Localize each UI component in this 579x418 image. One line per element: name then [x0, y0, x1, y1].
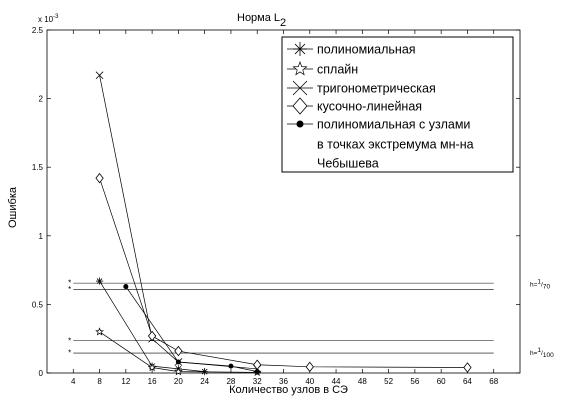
- x-tick-label: 36: [279, 377, 288, 386]
- x-axis-label: Количество узлов в СЭ: [229, 384, 348, 396]
- series-line: [99, 331, 258, 373]
- legend-item: [287, 80, 313, 96]
- x-tick-label: 60: [437, 377, 446, 386]
- marker-dot: [254, 369, 260, 375]
- legend-item: [287, 61, 313, 76]
- legend-label: кусочно-линейная: [317, 100, 422, 114]
- y-tick-label: 0.5: [32, 300, 44, 309]
- marker-x: [95, 71, 104, 80]
- legend-label: Чебышева: [317, 157, 379, 171]
- reference-line-marker: *: [68, 279, 71, 288]
- legend-label: сплайн: [317, 63, 358, 77]
- series-line: [99, 75, 258, 370]
- x-tick-label: 16: [148, 377, 157, 386]
- x-tick-label: 44: [332, 377, 341, 386]
- x-tick-label: 56: [410, 377, 419, 386]
- marker-star: [147, 362, 157, 372]
- y-axis-label: Ошибка: [7, 186, 19, 228]
- series: [95, 172, 472, 373]
- legend-label: в точках экстремума мн-на: [317, 138, 474, 152]
- data-point: [254, 369, 260, 375]
- x-tick-label: 24: [200, 377, 209, 386]
- marker-diamond: [253, 359, 262, 371]
- data-point: [228, 363, 234, 369]
- x-tick-label: 64: [463, 377, 472, 386]
- marker-diamond: [95, 172, 104, 184]
- text-layer: x 10-3 Норма L2 Количество узлов в СЭ Ошибк…: [7, 12, 554, 396]
- data-point: [95, 71, 104, 80]
- x-tick-label: 52: [384, 377, 393, 386]
- marker-star: [174, 367, 183, 376]
- marker-x: [292, 80, 308, 96]
- y-tick-label: 0: [39, 369, 44, 378]
- marker-diamond: [292, 97, 308, 115]
- y-exponent-power: -3: [53, 14, 59, 20]
- y-tick-label: 2: [39, 95, 44, 104]
- marker-star: [292, 61, 308, 76]
- chart-title-subscript: 2: [280, 17, 286, 29]
- x-tick-label: 40: [305, 377, 314, 386]
- marker-star: [95, 327, 104, 336]
- y-tick-label: 2.5: [32, 26, 44, 35]
- y-exponent-label: x 10-3: [38, 14, 59, 24]
- data-point: [95, 172, 104, 184]
- data-point: [95, 327, 104, 336]
- series-layer: [95, 71, 472, 377]
- marker-diamond: [174, 345, 183, 357]
- x-tick-label: 28: [226, 377, 235, 386]
- data-point: [174, 345, 183, 357]
- marker-diamond: [463, 362, 472, 373]
- marker-dot: [296, 120, 304, 128]
- data-point: [305, 361, 314, 373]
- reference-line-marker: *: [68, 285, 71, 294]
- x-tick-label: 20: [174, 377, 183, 386]
- marker-dot: [123, 284, 129, 290]
- data-point: [253, 359, 262, 371]
- data-point: [147, 362, 157, 372]
- data-point: [463, 362, 472, 373]
- series: [95, 277, 209, 376]
- series: [95, 71, 262, 373]
- marker-diamond: [305, 361, 314, 373]
- legend-item: [287, 42, 313, 56]
- marker-asterisk: [96, 278, 103, 284]
- series-line: [99, 178, 468, 368]
- marker-dot: [228, 363, 234, 369]
- legend-item: [287, 120, 313, 128]
- series-line: [125, 286, 258, 372]
- y-tick-label: 1.5: [32, 163, 44, 172]
- legend: полиномиальная сплайн тригонометрическая ку…: [281, 36, 514, 173]
- legend-label: полиномиальная с узлами: [317, 118, 470, 132]
- data-point: [175, 359, 181, 365]
- data-point: [123, 284, 129, 290]
- legend-item: [287, 97, 313, 115]
- x-tick-label: 8: [97, 377, 102, 386]
- x-tick-label: 68: [489, 377, 498, 386]
- y-tick-label: 1: [39, 232, 44, 241]
- legend-label: полиномиальная: [317, 43, 416, 57]
- x-tick-label: 4: [71, 377, 76, 386]
- reference-line-marker: *: [68, 349, 71, 358]
- series-line: [99, 280, 205, 372]
- x-tick-label: 32: [253, 377, 262, 386]
- marker-diamond: [148, 330, 157, 342]
- h-label: h=1/70: [530, 279, 550, 291]
- chart-title: Норма L2: [237, 12, 286, 29]
- x-tick-label: 48: [358, 377, 367, 386]
- data-point: [148, 330, 157, 342]
- h-label: h=1/100: [530, 347, 554, 359]
- reference-lines: ****: [68, 279, 494, 358]
- data-point: [95, 277, 104, 285]
- legend-label: тригонометрическая: [317, 82, 436, 96]
- reference-line-marker: *: [68, 336, 71, 345]
- marker-dot: [175, 359, 181, 365]
- marker-asterisk: [294, 43, 306, 55]
- x-tick-label: 12: [121, 377, 130, 386]
- data-point: [174, 367, 183, 376]
- legend-box: [281, 36, 514, 173]
- series: [123, 284, 260, 375]
